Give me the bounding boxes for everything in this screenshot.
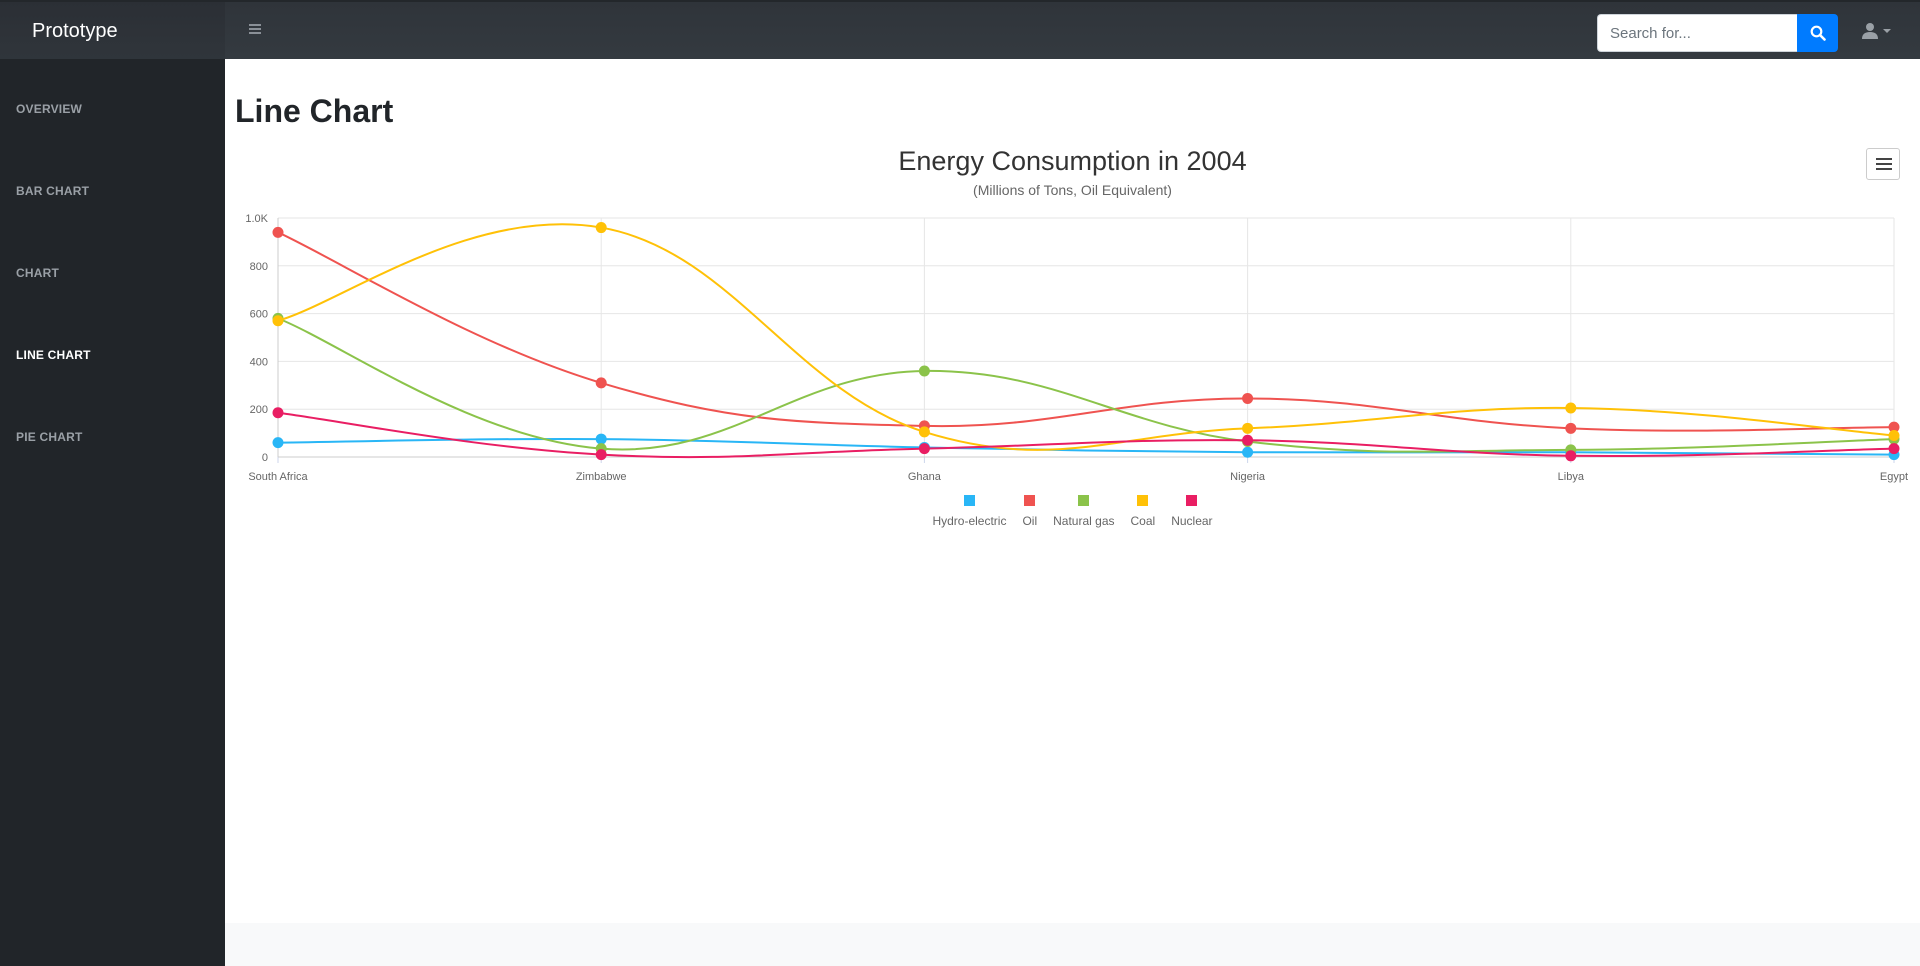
y-tick-label: 800 (250, 261, 268, 273)
page-title: Line Chart (235, 93, 394, 129)
legend-swatch (1024, 495, 1036, 506)
search-input[interactable] (1597, 14, 1797, 52)
data-point-nuclear (1565, 450, 1577, 462)
sidebar-item-chart[interactable]: CHART (16, 266, 59, 280)
brand-logo[interactable]: Prototype (32, 20, 118, 42)
sidebar-item-pie-chart[interactable]: PIE CHART (16, 430, 83, 444)
chart-subtitle: (Millions of Tons, Oil Equivalent) (973, 182, 1172, 198)
data-point-nuclear (272, 407, 284, 419)
x-tick-label: Ghana (908, 471, 942, 483)
legend-item-nuclear[interactable]: Nuclear (1171, 495, 1213, 528)
brand-area: Prototype (0, 2, 225, 59)
legend-swatch (1137, 495, 1149, 506)
data-point-nuclear (918, 443, 930, 455)
legend-item-hydro-electric[interactable]: Hydro-electric (932, 495, 1006, 528)
footer (225, 923, 1920, 966)
x-tick-label: Libya (1558, 471, 1585, 483)
legend-item-oil[interactable]: Oil (1022, 495, 1037, 528)
chart-context-menu-icon[interactable] (1866, 148, 1900, 180)
hamburger-icon[interactable] (245, 18, 267, 40)
sidebar-item-line-chart[interactable]: LINE CHART (16, 348, 91, 362)
chart-legend: Hydro-electric Oil Natural gas Coal Nuclear (235, 495, 1910, 528)
data-point-oil (1888, 421, 1900, 433)
user-dropdown[interactable] (1862, 22, 1892, 40)
data-point-hydro-electric (595, 433, 607, 445)
y-tick-label: 200 (250, 404, 268, 416)
data-point-nuclear (595, 449, 607, 461)
series-line-coal (277, 223, 1895, 451)
sidebar-item-overview[interactable]: OVERVIEW (16, 102, 83, 116)
legend-swatch (963, 495, 975, 506)
y-tick-label: 600 (250, 309, 268, 321)
sidebar-item-bar-chart[interactable]: BAR CHART (16, 184, 90, 198)
search-form (1597, 14, 1838, 52)
main-content (225, 59, 1920, 966)
search-icon (1810, 25, 1826, 41)
data-point-hydro-electric (272, 437, 284, 449)
data-point-coal (272, 315, 284, 327)
legend-swatch (1078, 495, 1090, 506)
x-tick-label: Zimbabwe (576, 471, 627, 483)
series-line-hydro-electric (277, 437, 1895, 456)
legend-label: Coal (1130, 514, 1156, 528)
data-point-oil (272, 226, 284, 238)
y-tick-label: 1.0K (245, 213, 268, 225)
sidebar: OVERVIEW BAR CHART CHART LINE CHART PIE … (0, 59, 225, 966)
legend-label: Nuclear (1171, 514, 1213, 528)
data-point-oil (1242, 392, 1254, 404)
caret-down-icon (1883, 29, 1891, 33)
top-navbar: Prototype (0, 0, 1920, 59)
series-line-nuclear (277, 411, 1895, 459)
y-tick-label: 400 (250, 356, 268, 368)
data-point-coal (918, 426, 930, 438)
x-tick-label: Egypt (1880, 471, 1908, 483)
series-line-oil (277, 231, 1895, 432)
legend-swatch (1186, 495, 1198, 506)
legend-label: Oil (1022, 514, 1038, 528)
data-point-coal (1242, 422, 1254, 434)
x-tick-label: Nigeria (1230, 471, 1266, 483)
data-point-coal (1565, 402, 1577, 414)
legend-item-natural-gas[interactable]: Natural gas (1053, 495, 1115, 528)
data-point-nuclear (1888, 443, 1900, 455)
y-tick-label: 0 (262, 452, 268, 464)
legend-label: Hydro-electric (932, 514, 1007, 528)
search-button[interactable] (1797, 14, 1838, 52)
legend-item-coal[interactable]: Coal (1130, 495, 1156, 528)
legend-label: Natural gas (1053, 514, 1115, 528)
data-point-coal (595, 222, 607, 234)
data-point-oil (1565, 422, 1577, 434)
data-point-coal (1888, 429, 1900, 441)
chart-title: Energy Consumption in 2004 (898, 146, 1247, 176)
data-point-oil (595, 377, 607, 389)
user-icon (1862, 23, 1878, 39)
x-tick-label: South Africa (248, 471, 308, 483)
data-point-nuclear (1242, 434, 1254, 446)
data-point-hydro-electric (1242, 446, 1254, 458)
series-line-natural-gas (277, 317, 1895, 453)
data-point-natural-gas (918, 365, 930, 377)
